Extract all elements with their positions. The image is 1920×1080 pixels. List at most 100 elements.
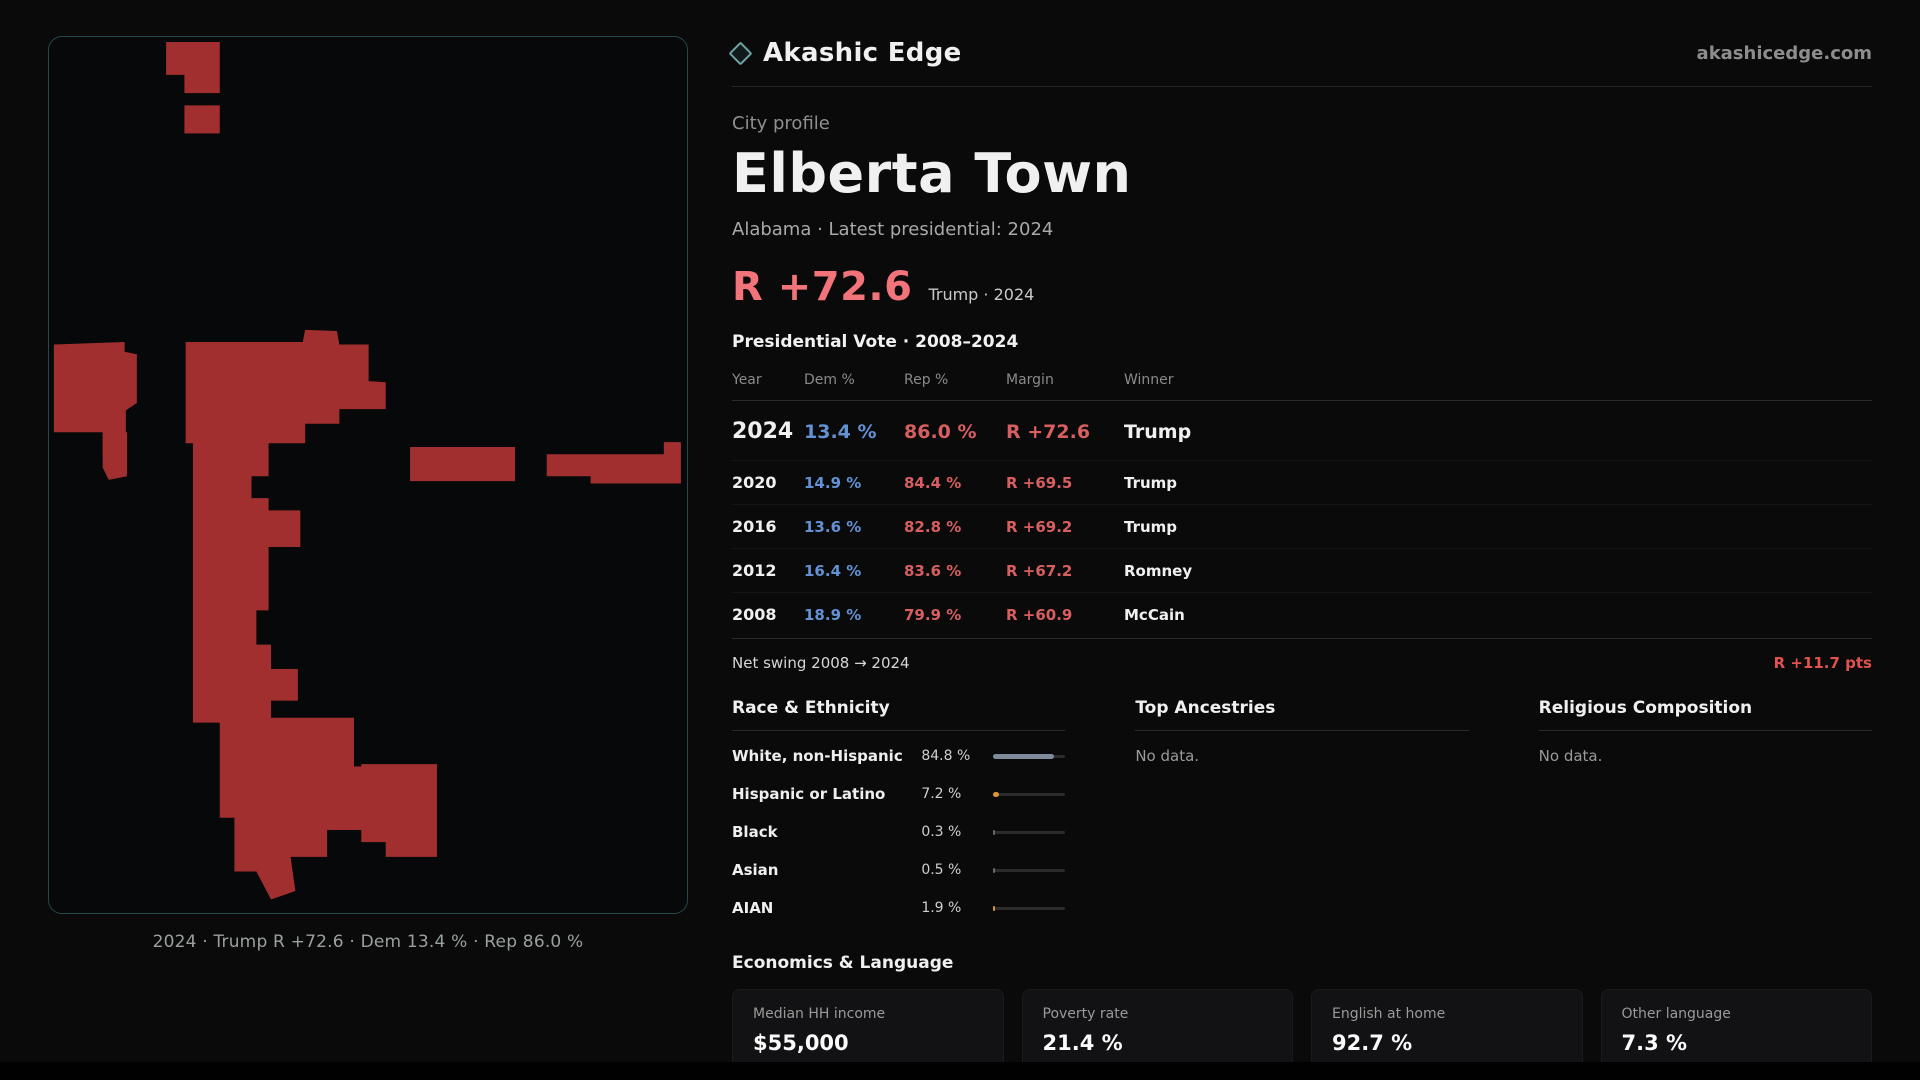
- list-item: White, non-Hispanic 84.8 %: [732, 737, 1066, 775]
- col-margin: Margin: [1006, 372, 1054, 388]
- religion-empty-state: No data.: [1538, 747, 1603, 765]
- row-year: 2012: [732, 561, 777, 580]
- table-row: 2012 16.4 % 83.6 % R +67.2 Romney: [732, 548, 1872, 592]
- row-year: 2008: [732, 605, 777, 624]
- map-caption: 2024 · Trump R +72.6 · Dem 13.4 % · Rep …: [152, 932, 584, 952]
- list-item: Asian 0.5 %: [732, 851, 1066, 889]
- stat-value: 92.7 %: [1332, 1031, 1413, 1055]
- net-swing-label: Net swing 2008 → 2024: [732, 654, 910, 672]
- race-bar: [993, 791, 1066, 797]
- row-year: 2024: [732, 419, 794, 444]
- headline-metric-row: R +72.6 Trump · 2024: [732, 264, 1872, 310]
- row-winner: Trump: [1124, 421, 1192, 443]
- row-dem: 13.6 %: [804, 518, 862, 536]
- header: Akashic Edge akashicedge.com: [728, 38, 1872, 87]
- stat-label: Median HH income: [753, 1006, 886, 1022]
- row-margin: R +67.2: [1006, 562, 1073, 580]
- row-year: 2020: [732, 473, 777, 492]
- row-margin: R +72.6: [1006, 421, 1091, 443]
- col-winner: Winner: [1124, 372, 1174, 388]
- row-winner: McCain: [1124, 606, 1185, 624]
- content-column: Akashic Edge akashicedge.com City profil…: [728, 36, 1872, 1080]
- race-bar: [993, 753, 1066, 759]
- race-label: AIAN: [732, 899, 774, 917]
- economics-title: Economics & Language: [732, 953, 954, 973]
- row-dem: 13.4 %: [804, 421, 877, 443]
- row-rep: 83.6 %: [904, 562, 962, 580]
- subtitle: Alabama · Latest presidential: 2024: [732, 219, 1054, 240]
- stat-card: Median HH income $55,000: [732, 989, 1004, 1074]
- race-value: 7.2 %: [921, 786, 962, 802]
- kicker: City profile: [732, 113, 830, 134]
- site-domain-link[interactable]: akashicedge.com: [1696, 42, 1872, 64]
- stat-cards: Median HH income $55,000 Poverty rate 21…: [732, 989, 1872, 1074]
- religious-composition-title: Religious Composition: [1538, 698, 1872, 731]
- row-dem: 18.9 %: [804, 606, 862, 624]
- row-dem: 16.4 %: [804, 562, 862, 580]
- row-winner: Romney: [1124, 562, 1193, 580]
- race-ethnicity-section: Race & Ethnicity White, non-Hispanic 84.…: [732, 698, 1066, 927]
- diamond-icon: [728, 40, 753, 66]
- stat-card: Other language 7.3 %: [1600, 989, 1872, 1074]
- row-rep: 84.4 %: [904, 474, 962, 492]
- margin-metric-caption: Trump · 2024: [928, 285, 1035, 304]
- race-label: Hispanic or Latino: [732, 785, 886, 803]
- race-value: 84.8 %: [921, 748, 971, 764]
- row-margin: R +69.5: [1006, 474, 1073, 492]
- margin-metric: R +72.6: [732, 264, 913, 310]
- row-winner: Trump: [1124, 474, 1178, 492]
- stat-value: $55,000: [753, 1031, 849, 1055]
- top-ancestries-section: Top Ancestries No data.: [1135, 698, 1469, 927]
- net-swing-row: Net swing 2008 → 2024 R +11.7 pts: [732, 638, 1872, 672]
- list-item: Black 0.3 %: [732, 813, 1066, 851]
- city-map: [53, 41, 681, 900]
- race-bar: [993, 829, 1066, 835]
- vote-table: Year Dem % Rep % Margin Winner 2024 13.4…: [732, 364, 1872, 636]
- stat-label: Poverty rate: [1042, 1006, 1129, 1022]
- bottom-strip: [0, 1062, 1920, 1080]
- table-row: 2024 13.4 % 86.0 % R +72.6 Trump: [732, 401, 1872, 460]
- stat-value: 7.3 %: [1621, 1031, 1688, 1055]
- row-margin: R +60.9: [1006, 606, 1073, 624]
- city-shape: [53, 41, 681, 900]
- row-year: 2016: [732, 517, 777, 536]
- stat-card: Poverty rate 21.4 %: [1021, 989, 1293, 1074]
- row-dem: 14.9 %: [804, 474, 862, 492]
- table-row: 2020 14.9 % 84.4 % R +69.5 Trump: [732, 460, 1872, 504]
- vote-section-title: Presidential Vote · 2008–2024: [732, 332, 1019, 352]
- top-ancestries-title: Top Ancestries: [1135, 698, 1469, 731]
- religious-composition-section: Religious Composition No data.: [1538, 698, 1872, 927]
- table-row: 2016 13.6 % 82.8 % R +69.2 Trump: [732, 504, 1872, 548]
- col-year: Year: [732, 372, 762, 388]
- list-item: AIAN 1.9 %: [732, 889, 1066, 927]
- col-dem: Dem %: [804, 372, 855, 388]
- race-label: Asian: [732, 861, 779, 879]
- col-rep: Rep %: [904, 372, 949, 388]
- table-row: 2008 18.9 % 79.9 % R +60.9 McCain: [732, 592, 1872, 636]
- race-value: 0.3 %: [921, 824, 962, 840]
- city-map-panel: [48, 36, 688, 914]
- race-label: Black: [732, 823, 778, 841]
- stat-label: English at home: [1332, 1006, 1446, 1022]
- race-value: 1.9 %: [921, 900, 962, 916]
- ancestries-empty-state: No data.: [1135, 747, 1200, 765]
- demographics-grid: Race & Ethnicity White, non-Hispanic 84.…: [732, 698, 1872, 927]
- race-list: White, non-Hispanic 84.8 % Hispanic or L…: [732, 737, 1066, 927]
- race-value: 0.5 %: [921, 862, 962, 878]
- net-swing-value: R +11.7 pts: [1773, 654, 1872, 672]
- row-rep: 86.0 %: [904, 421, 977, 443]
- row-rep: 82.8 %: [904, 518, 962, 536]
- vote-table-header: Year Dem % Rep % Margin Winner: [732, 364, 1872, 401]
- row-winner: Trump: [1124, 518, 1178, 536]
- row-margin: R +69.2: [1006, 518, 1073, 536]
- brand-name: Akashic Edge: [763, 38, 962, 68]
- stat-value: 21.4 %: [1042, 1031, 1123, 1055]
- race-bar: [993, 905, 1066, 911]
- stat-label: Other language: [1621, 1006, 1731, 1022]
- brand: Akashic Edge: [728, 38, 962, 68]
- list-item: Hispanic or Latino 7.2 %: [732, 775, 1066, 813]
- race-label: White, non-Hispanic: [732, 747, 903, 765]
- race-bar: [993, 867, 1066, 873]
- page-title: Elberta Town: [732, 142, 1132, 205]
